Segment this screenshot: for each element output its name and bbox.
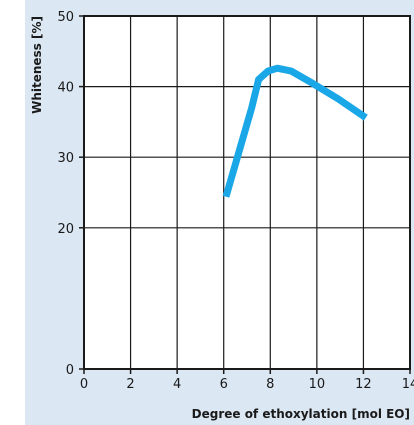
y-tick-label-20: 20 [57,222,74,237]
plot-area [83,15,411,370]
x-tick-label-2: 2 [126,377,134,392]
x-tick-label-10: 10 [309,377,326,392]
x-tick-label-12: 12 [355,377,372,392]
y-tick-label-0: 0 [66,363,74,378]
tick-labels: 0 2 4 6 8 10 12 14 0 20 30 40 50 [57,10,414,392]
x-tick-label-8: 8 [266,377,274,392]
whiteness-series-line [222,64,368,198]
y-axis-title: Whiteness [%] [30,16,44,114]
y-tick-label-50: 50 [57,10,74,25]
x-axis-title: Degree of ethoxylation [mol EO] [192,407,410,421]
x-tick-label-0: 0 [80,377,88,392]
x-tick-label-14: 14 [402,377,414,392]
x-tick-label-4: 4 [173,377,181,392]
x-tick-label-6: 6 [220,377,228,392]
y-tick-label-30: 30 [57,151,74,166]
y-tick-label-40: 40 [57,81,74,96]
